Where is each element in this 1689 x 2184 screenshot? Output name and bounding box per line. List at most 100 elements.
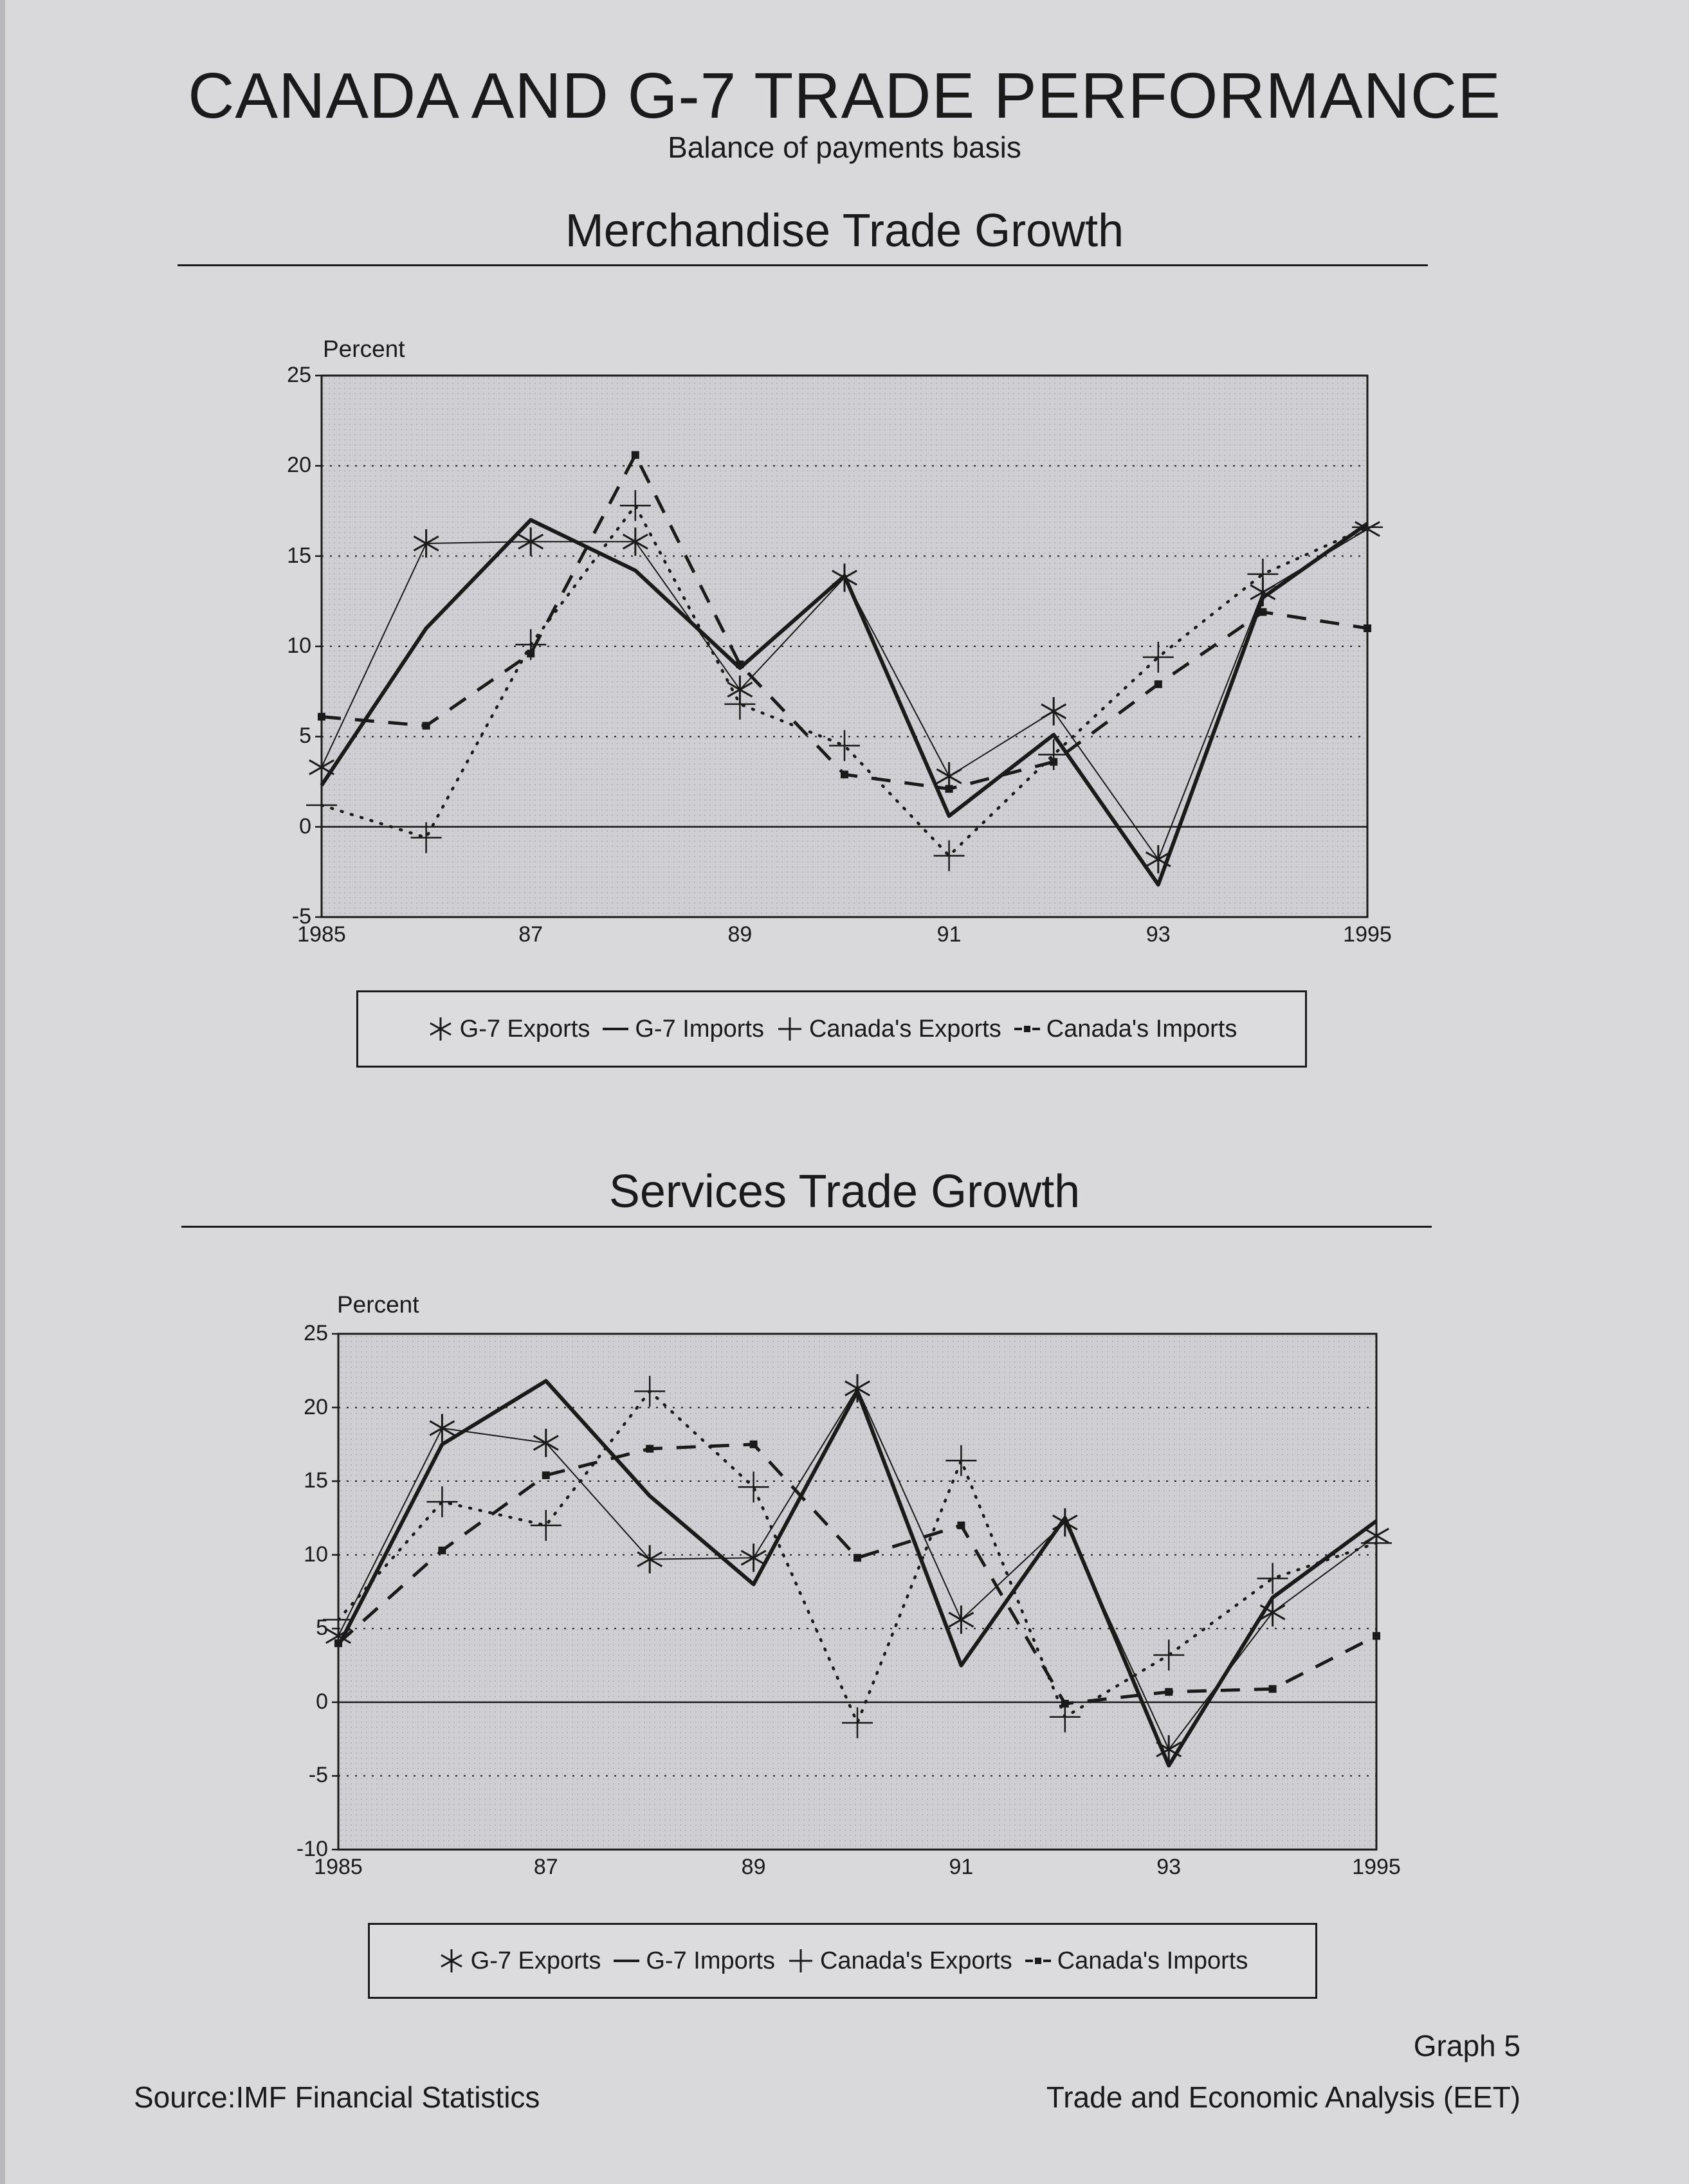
data-point	[1165, 1688, 1173, 1696]
x-tick-label: 87	[518, 922, 543, 947]
data-point	[527, 650, 535, 658]
legend-item-canada-imports: Canada's Imports	[1024, 1947, 1248, 1975]
plot-frame	[320, 374, 1369, 918]
data-point	[637, 1545, 663, 1574]
data-point	[619, 490, 651, 522]
x-tick-label: 1985	[314, 1855, 363, 1879]
y-tick-label: 5	[316, 1615, 328, 1641]
x-tick-label: 93	[1156, 1855, 1182, 1879]
data-point	[1154, 680, 1162, 688]
x-tick-label: 89	[741, 1855, 766, 1879]
series-line-g-7-imports	[320, 518, 1369, 887]
y-tick-label: 10	[304, 1542, 328, 1567]
legend-item-g7-exports: G-7 Exports	[437, 1947, 601, 1975]
data-point	[724, 688, 756, 720]
asterisk-marker-icon	[440, 1949, 462, 1972]
data-point	[1061, 1700, 1069, 1708]
x-tick-label: 1995	[1352, 1855, 1401, 1879]
asterisk-marker-icon	[429, 1017, 452, 1041]
chart-1-legend: G-7 Exports G-7 Imports Canada's Exports…	[356, 990, 1307, 1068]
data-point	[842, 1707, 873, 1738]
graph-number: Graph 5	[1413, 2029, 1520, 2062]
legend-label: Canada's Imports	[1057, 1947, 1248, 1974]
plus-marker-icon	[778, 1017, 801, 1041]
x-tick-label: 93	[1146, 922, 1171, 947]
data-point	[1153, 1639, 1185, 1671]
data-point	[844, 1374, 870, 1403]
data-point	[749, 1440, 758, 1448]
data-point	[740, 1543, 767, 1572]
data-point	[542, 1471, 550, 1479]
x-tick-label: 91	[936, 922, 962, 947]
data-point	[634, 1376, 666, 1407]
series-line-canada-s-imports	[337, 1442, 1378, 1706]
chart-1-title: Merchandise Trade Growth	[565, 205, 1124, 257]
data-point	[533, 1428, 559, 1457]
chart-1-title-rule	[178, 264, 1428, 266]
x-tick-label: 1995	[1343, 922, 1392, 947]
data-point	[426, 1486, 458, 1518]
legend-label: G-7 Exports	[470, 1947, 601, 1974]
data-point	[945, 785, 953, 793]
legend-item-g7-imports: G-7 Imports	[601, 1015, 764, 1043]
page-edge	[0, 0, 5, 2184]
y-tick-label: 25	[304, 1321, 328, 1345]
data-point	[1142, 641, 1174, 673]
data-point	[518, 527, 544, 556]
data-point	[738, 1471, 769, 1503]
legend-label: G-7 Imports	[646, 1947, 775, 1974]
solid-line-icon	[614, 1960, 640, 1962]
credit-note: Trade and Economic Analysis (EET)	[1046, 2080, 1520, 2114]
data-point	[945, 1445, 977, 1477]
x-tick-label: 89	[727, 922, 753, 947]
y-tick-label: -5	[308, 1763, 328, 1788]
data-point	[422, 722, 430, 730]
legend-label: G-7 Exports	[459, 1015, 590, 1042]
data-point	[429, 1414, 455, 1442]
data-point	[622, 527, 648, 556]
data-point	[948, 1605, 974, 1634]
legend-item-canada-exports: Canada's Exports	[776, 1015, 1001, 1043]
data-point	[631, 451, 639, 459]
chart-1-plot	[306, 374, 1383, 918]
data-point	[1041, 697, 1067, 726]
data-point	[530, 1509, 561, 1541]
y-tick-label: 20	[304, 1394, 328, 1419]
legend-item-g7-exports: G-7 Exports	[426, 1015, 590, 1043]
page-subtitle: Balance of payments basis	[668, 131, 1021, 164]
y-tick-label: -10	[296, 1837, 328, 1861]
y-tick-label: 0	[316, 1689, 328, 1714]
data-point	[413, 529, 439, 558]
y-tick-label: 20	[287, 453, 311, 478]
legend-label: Canada's Imports	[1046, 1015, 1237, 1042]
plot-frame	[337, 1333, 1378, 1851]
data-point	[410, 822, 442, 853]
data-point	[957, 1521, 965, 1529]
data-point	[933, 840, 965, 871]
chart-2-ylabel: Percent	[337, 1291, 419, 1318]
x-tick-label: 87	[533, 1855, 558, 1879]
legend-label: Canada's Exports	[819, 1947, 1012, 1974]
data-point	[1268, 1685, 1277, 1693]
y-tick-label: 15	[304, 1468, 328, 1493]
chart-2-title-rule	[181, 1226, 1432, 1228]
page-title: CANADA AND G-7 TRADE PERFORMANCE	[188, 60, 1501, 132]
data-point	[829, 730, 860, 761]
solid-line-icon	[603, 1028, 629, 1030]
series-line-canada-s-exports	[320, 504, 1369, 857]
y-tick-label: -5	[291, 904, 311, 929]
data-point	[1259, 608, 1267, 616]
series-line-g-7-imports	[336, 1379, 1378, 1768]
dashed-square-marker-icon	[1014, 1026, 1040, 1032]
y-tick-label: 0	[299, 814, 311, 839]
chart-2-plot	[323, 1333, 1392, 1851]
data-point	[438, 1546, 446, 1554]
series-line-canada-s-exports	[336, 1390, 1378, 1725]
chart-2-title: Services Trade Growth	[608, 1166, 1081, 1217]
legend-item-canada-imports: Canada's Imports	[1013, 1015, 1237, 1043]
data-point	[841, 770, 848, 779]
dashed-square-marker-icon	[1025, 1958, 1051, 1964]
plus-marker-icon	[789, 1949, 812, 1972]
y-tick-label: 15	[287, 543, 311, 568]
data-point	[736, 660, 744, 669]
